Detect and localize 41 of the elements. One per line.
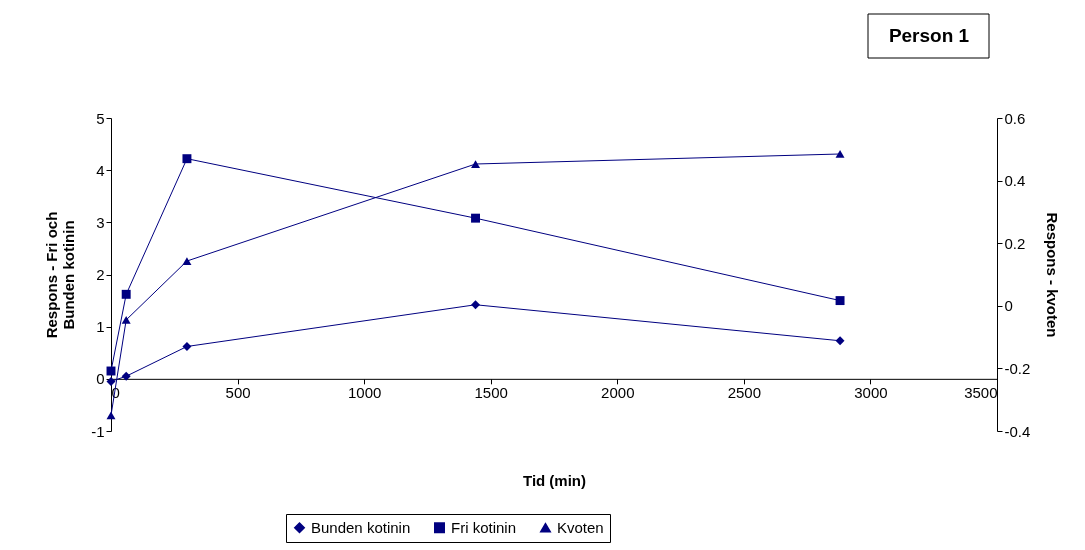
x-tick-label: 1000 (347, 384, 382, 402)
legend-label: Fri kotinin (451, 518, 517, 536)
y-tick-label: 2 (96, 266, 105, 283)
y-tick-label: 5 (96, 109, 105, 127)
y-tick-label: 4 (96, 161, 105, 179)
y-tick-label: 1 (96, 318, 105, 336)
point (182, 257, 192, 265)
y2-tick-label: -0.2 (1004, 359, 1031, 377)
point (121, 316, 131, 324)
point (121, 289, 131, 299)
point (106, 411, 116, 420)
text: Person 1 (888, 25, 970, 46)
y-tick-label: 0 (96, 370, 105, 388)
x-tick-label: 500 (225, 384, 251, 402)
x-tick-label: 2000 (601, 384, 635, 402)
legend-label: Kvoten (557, 518, 604, 536)
y2-tick-label: 0.4 (1004, 172, 1026, 190)
point (835, 150, 845, 158)
x-tick-label: 1500 (474, 384, 508, 402)
x-tick-label: 3000 (854, 384, 888, 402)
point (471, 300, 480, 310)
point (182, 342, 192, 351)
y2-tick-label: 0.2 (1004, 234, 1026, 252)
point (182, 154, 192, 164)
point (471, 160, 480, 168)
point (471, 213, 480, 223)
x-tick-label: 3500 (964, 384, 998, 402)
y2-tick-label: 0.6 (1004, 109, 1026, 127)
point (835, 296, 845, 306)
y2-tick-label: 0 (1004, 297, 1013, 315)
y-tick-label: -1 (91, 422, 105, 440)
y2-axis-title: Respons - kvoten (1044, 212, 1062, 338)
x-axis-title: Tid (min) (522, 471, 587, 489)
point (121, 371, 131, 381)
x-tick-label: 0 (111, 384, 120, 402)
legend-label: Bunden kotinin (311, 518, 411, 536)
y-tick-label: 3 (96, 213, 105, 231)
y2-tick-label: -0.4 (1004, 422, 1031, 440)
point (835, 336, 845, 346)
y-axis-title: Respons - Fri och Bunden kotinin (43, 211, 78, 339)
x-tick-label: 2500 (727, 384, 762, 402)
